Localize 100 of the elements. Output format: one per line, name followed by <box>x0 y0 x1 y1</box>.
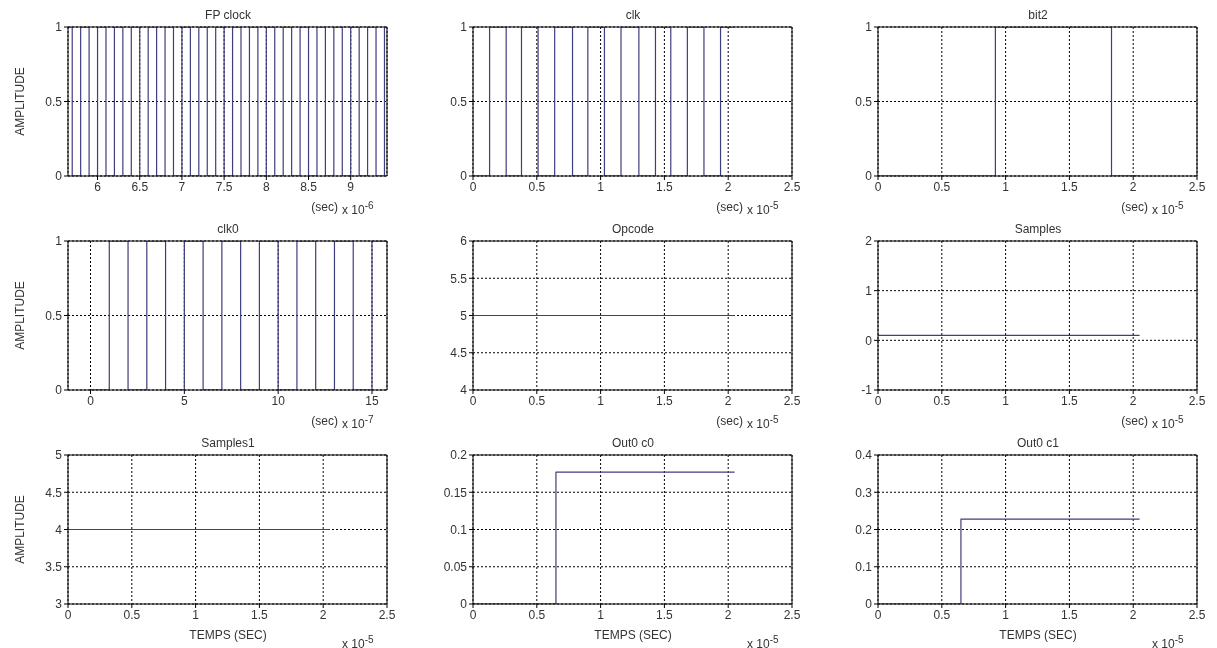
y-tick-label: 0.2 <box>855 522 873 537</box>
x-tick-label: 1 <box>597 179 605 194</box>
y-tick-label: 0.3 <box>855 485 873 500</box>
y-tick-label: 0.5 <box>45 94 63 109</box>
y-tick-label: 0.5 <box>855 94 873 109</box>
x-tick-label: 8.5 <box>300 179 318 194</box>
x-tick-label: 2 <box>319 607 327 622</box>
x-tick-label: 1.5 <box>1061 393 1079 408</box>
x-tick-label: 0.5 <box>528 607 546 622</box>
x-tick-label: 6 <box>94 179 102 194</box>
chart-title: Opcode <box>611 222 655 236</box>
x-tick-label: 1.5 <box>1061 179 1079 194</box>
x-axis-title: TEMPS (SEC) <box>189 628 267 642</box>
y-tick-label: 1 <box>55 20 63 35</box>
x-tick-label: 2 <box>1129 393 1137 408</box>
y-tick-label: 0 <box>865 597 873 612</box>
x-axis-title: (sec) <box>715 200 743 214</box>
x-tick-label: 1.5 <box>656 393 674 408</box>
y-tick-label: 2 <box>865 234 873 249</box>
y-tick-label: -1 <box>861 383 873 398</box>
y-tick-label: 0 <box>55 169 63 184</box>
y-tick-label: 0.1 <box>450 522 468 537</box>
y-tick-label: 4.5 <box>45 485 63 500</box>
x-tick-label: 9 <box>347 179 355 194</box>
x-axis-title: (sec) <box>1120 200 1148 214</box>
text: x 10$^{-6}$ <box>342 200 374 217</box>
y-axis-title: AMPLITUDE <box>13 67 28 136</box>
chart-title: FP clock <box>204 8 252 22</box>
y-tick-label: 5.5 <box>450 271 468 286</box>
text: x 10$^{-5}$ <box>747 634 779 648</box>
text: x 10$^{-5}$ <box>1152 200 1184 217</box>
x-tick-label: 15 <box>365 393 379 408</box>
x-tick-label: 10 <box>271 393 286 408</box>
x-tick-label: 2.5 <box>783 393 801 408</box>
chart-title: Samples <box>1013 222 1063 236</box>
y-tick-label: 0.15 <box>443 485 468 500</box>
x-axis-title: (sec) <box>310 414 338 428</box>
y-tick-label: 3.5 <box>45 560 63 575</box>
x-tick-label: 2.5 <box>378 607 396 622</box>
x-tick-label: 1 <box>1002 607 1010 622</box>
y-tick-label: 1 <box>865 283 873 298</box>
chart-title: Out0 c0 <box>611 436 655 450</box>
y-tick-label: 0.05 <box>443 560 468 575</box>
y-tick-label: 3 <box>55 597 63 612</box>
y-tick-label: 6 <box>460 234 468 249</box>
x-tick-label: 5 <box>181 393 188 408</box>
y-tick-label: 4 <box>55 522 63 537</box>
x-tick-label: 2.5 <box>1188 607 1206 622</box>
x-tick-label: 1 <box>1002 393 1010 408</box>
y-tick-label: 1 <box>460 20 468 35</box>
x-tick-label: 7 <box>178 179 186 194</box>
x-tick-label: 0 <box>87 393 95 408</box>
x-tick-label: 1.5 <box>1061 607 1079 622</box>
x-tick-label: 1 <box>192 607 200 622</box>
y-tick-label: 1 <box>55 234 63 249</box>
y-axis-title: AMPLITUDE <box>13 495 28 564</box>
x-tick-label: 0.5 <box>528 393 546 408</box>
x-tick-label: 0.5 <box>933 393 951 408</box>
y-tick-label: 0.4 <box>855 448 873 463</box>
y-tick-label: 0 <box>55 383 63 398</box>
x-tick-label: 0.5 <box>933 179 951 194</box>
x-tick-label: 1.5 <box>656 607 674 622</box>
x-tick-label: 2.5 <box>1188 179 1206 194</box>
y-tick-label: 5 <box>55 448 63 463</box>
x-tick-label: 1 <box>597 393 605 408</box>
y-tick-label: 4.5 <box>450 346 468 361</box>
x-tick-label: 0.5 <box>933 607 951 622</box>
x-tick-label: 2.5 <box>783 179 801 194</box>
chart-title: Out0 c1 <box>1016 436 1060 450</box>
y-tick-label: 1 <box>865 20 873 35</box>
x-tick-label: 6.5 <box>131 179 149 194</box>
x-tick-label: 1 <box>1002 179 1010 194</box>
text: x 10$^{-5}$ <box>342 634 374 648</box>
chart-title: bit2 <box>1027 8 1049 22</box>
x-axis-title: (sec) <box>715 414 743 428</box>
x-axis-title: TEMPS (SEC) <box>594 628 672 642</box>
text: x 10$^{-7}$ <box>342 414 374 431</box>
chart-title: clk0 <box>216 222 240 236</box>
y-tick-label: 0.5 <box>45 308 63 323</box>
text: x 10$^{-5}$ <box>747 414 779 431</box>
x-axis-title: TEMPS (SEC) <box>999 628 1077 642</box>
y-tick-label: 0 <box>865 333 873 348</box>
x-tick-label: 2.5 <box>1188 393 1206 408</box>
y-axis-title: AMPLITUDE <box>13 281 28 350</box>
y-tick-label: 4 <box>460 383 468 398</box>
x-tick-label: 0.5 <box>123 607 141 622</box>
x-tick-label: 1.5 <box>251 607 269 622</box>
x-tick-label: 2 <box>724 179 732 194</box>
x-axis-title: (sec) <box>310 200 338 214</box>
x-tick-label: 2 <box>1129 179 1137 194</box>
x-tick-label: 1 <box>597 607 605 622</box>
x-axis-title: (sec) <box>1120 414 1148 428</box>
x-tick-label: 8 <box>262 179 270 194</box>
y-tick-label: 0 <box>460 169 468 184</box>
x-tick-label: 2 <box>1129 607 1137 622</box>
x-tick-label: 1.5 <box>656 179 674 194</box>
x-tick-label: 2.5 <box>783 607 801 622</box>
x-tick-label: 2 <box>724 607 732 622</box>
x-tick-label: 2 <box>724 393 732 408</box>
text: x 10$^{-5}$ <box>1152 414 1184 431</box>
